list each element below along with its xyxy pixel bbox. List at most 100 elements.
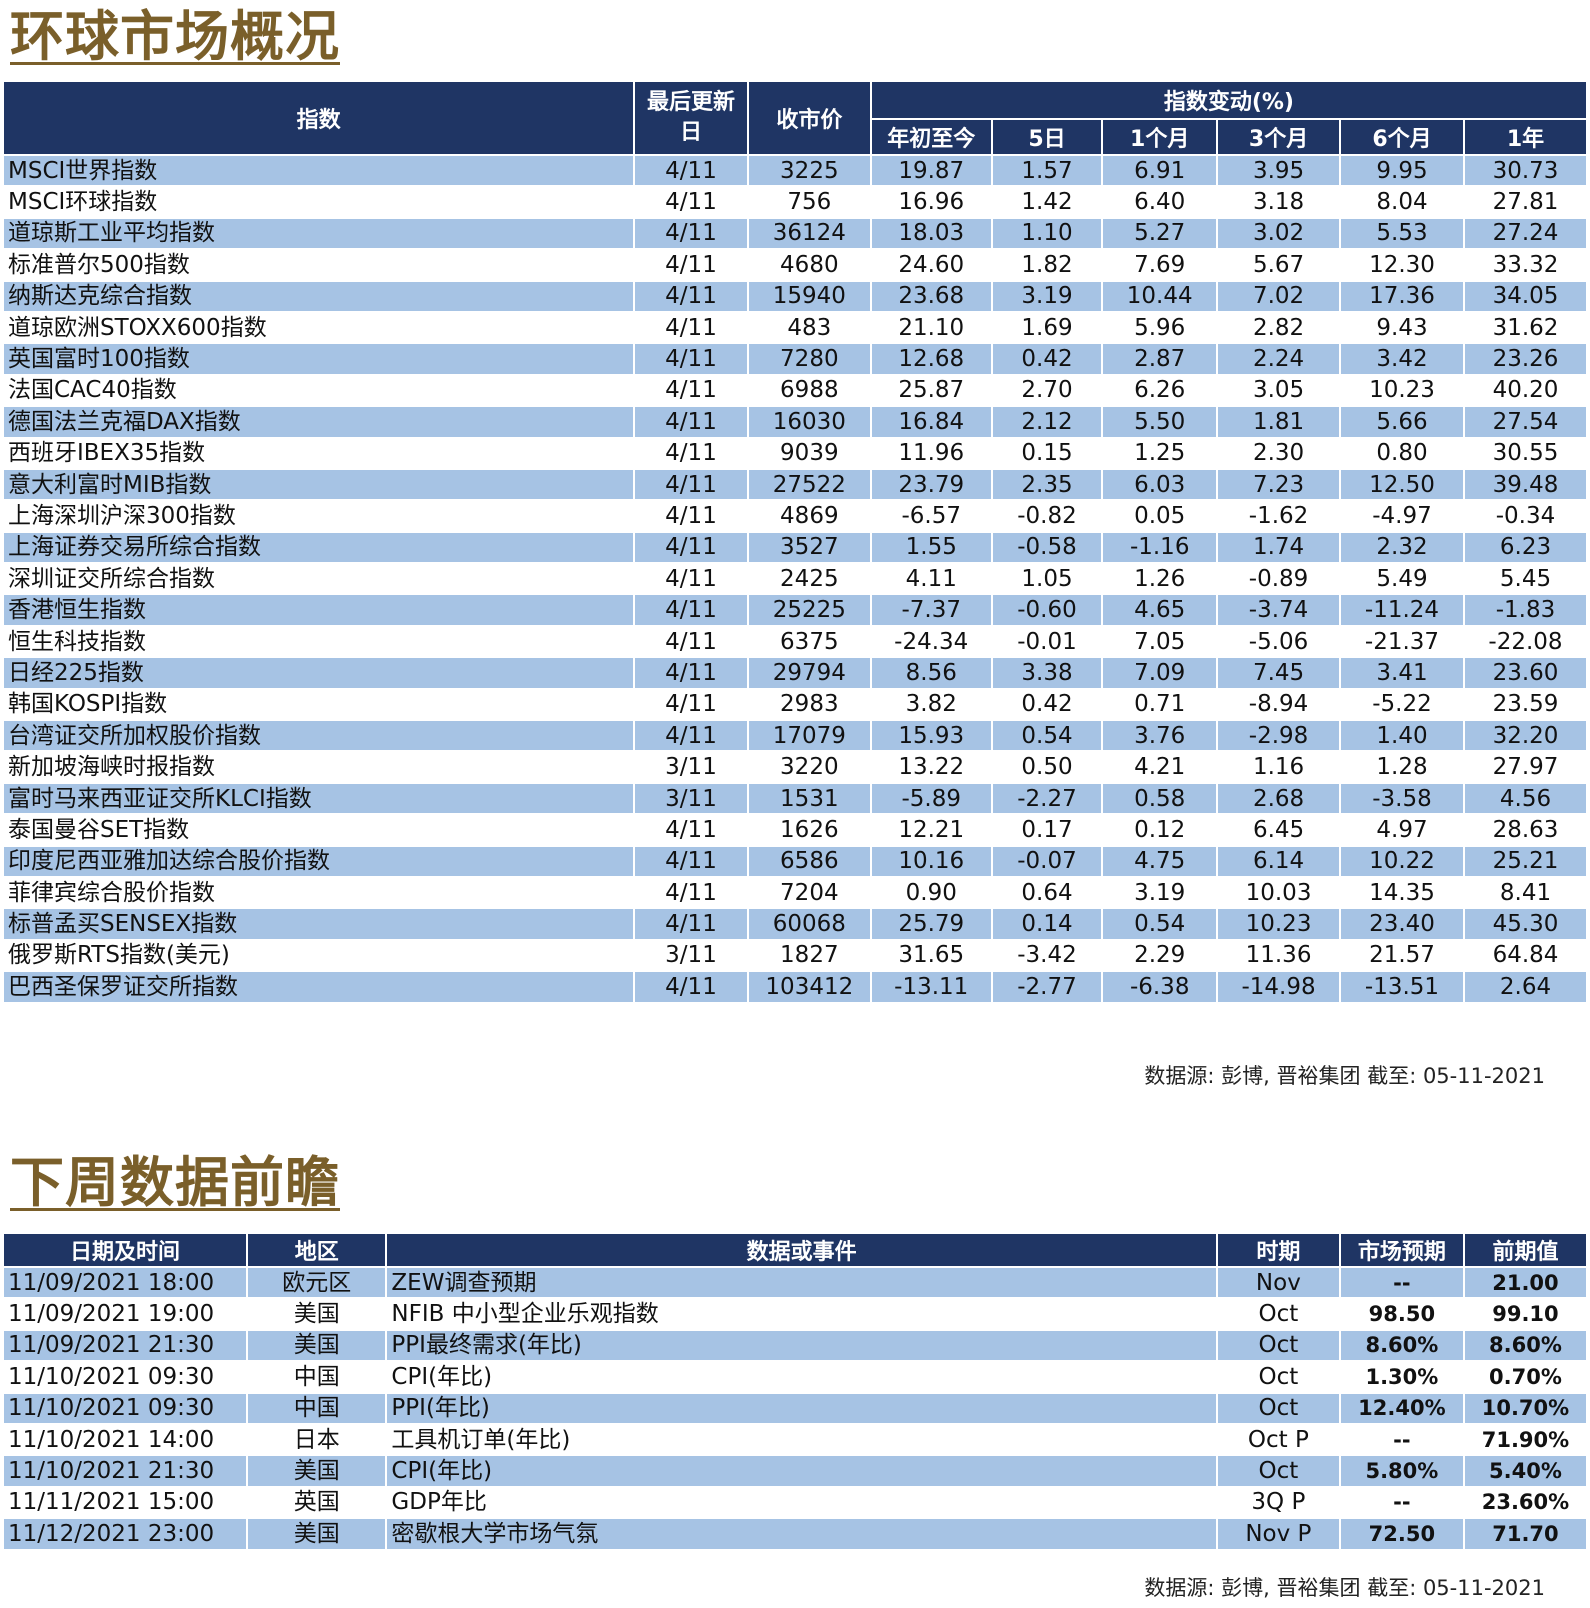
1y-cell: 25.21: [1462, 844, 1589, 878]
1y-cell: 27.81: [1462, 185, 1589, 219]
index-name-cell: 恒生科技指数: [1, 624, 636, 659]
event-cell: GDP年比: [385, 1485, 1218, 1520]
ytd-cell: 23.79: [869, 467, 993, 502]
6m-cell: 21.57: [1339, 938, 1465, 973]
6m-cell: 12.30: [1339, 248, 1465, 282]
1y-cell: 4.56: [1462, 781, 1589, 816]
close-cell: 15940: [746, 279, 872, 313]
3m-cell: 3.18: [1216, 185, 1342, 219]
index-name-cell: 法国CAC40指数: [1, 373, 636, 408]
1m-cell: 4.21: [1101, 750, 1219, 784]
datetime-cell: 11/09/2021 19:00: [2, 1297, 248, 1331]
3m-cell: 7.02: [1216, 279, 1342, 313]
ytd-cell: 4.11: [869, 562, 993, 596]
1m-cell: -1.16: [1101, 530, 1219, 565]
forecast-cell: --: [1338, 1485, 1465, 1520]
ytd-cell: 23.68: [869, 279, 993, 313]
ytd-cell: 31.65: [869, 938, 993, 973]
last-update-cell: 4/11: [633, 624, 749, 659]
ytd-cell: 11.96: [869, 436, 993, 470]
ytd-cell: 19.87: [869, 153, 993, 188]
6m-cell: -21.37: [1339, 624, 1465, 659]
index-name-cell: 上海深圳沪深300指数: [1, 499, 636, 533]
5d-cell: 0.17: [990, 813, 1104, 847]
1m-cell: 6.03: [1101, 467, 1219, 502]
table-row: 标准普尔500指数 4/11 4680 24.60 1.82 7.69 5.67 12.30 3…: [1, 248, 1589, 282]
5d-cell: 0.14: [990, 907, 1104, 941]
1y-cell: -1.83: [1462, 593, 1589, 627]
table-row: 11/09/2021 18:00 欧元区 ZEW调查预期 Nov -- 21.00: [2, 1265, 1589, 1300]
3m-cell: 1.16: [1216, 750, 1342, 784]
region-cell: 美国: [245, 1517, 388, 1551]
1y-cell: 27.54: [1462, 405, 1589, 439]
3m-cell: 10.03: [1216, 875, 1342, 910]
market-overview-title: 环球市场概况: [10, 5, 340, 68]
table-row: 11/10/2021 09:30 中国 PPI(年比) Oct 12.40% 10.70%: [2, 1391, 1589, 1425]
market-overview-table: 指数 最后更新日 收市价 指数变动(%) 年初至今 5日 1个月 3个月 6个月…: [1, 80, 1589, 1004]
ytd-cell: 0.90: [869, 875, 993, 910]
last-update-cell: 4/11: [633, 310, 749, 345]
5d-cell: -2.27: [990, 781, 1104, 816]
period-cell: Nov: [1215, 1265, 1341, 1300]
5d-cell: 3.19: [990, 279, 1104, 313]
previous-cell: 21.00: [1462, 1265, 1589, 1300]
table-row: 日经225指数 4/11 29794 8.56 3.38 7.09 7.45 3.41 23.6…: [1, 656, 1589, 690]
5d-cell: 1.42: [990, 185, 1104, 219]
3m-cell: 6.14: [1216, 844, 1342, 878]
1m-cell: 1.25: [1101, 436, 1219, 470]
table-row: 富时马来西亚证交所KLCI指数 3/11 1531 -5.89 -2.27 0.58 2.6…: [1, 781, 1589, 816]
table-row: 11/09/2021 19:00 美国 NFIB 中小型企业乐观指数 Oct 98.50…: [2, 1297, 1589, 1331]
1y-cell: 5.45: [1462, 562, 1589, 596]
event-cell: NFIB 中小型企业乐观指数: [385, 1297, 1218, 1331]
1m-cell: 0.71: [1101, 687, 1219, 722]
index-name-cell: 台湾证交所加权股价指数: [1, 719, 636, 753]
forecast-cell: 8.60%: [1338, 1328, 1465, 1363]
header-ytd: 年初至今: [869, 118, 993, 156]
next-week-title: 下周数据前瞻: [10, 1151, 340, 1214]
datetime-cell: 11/10/2021 21:30: [2, 1454, 248, 1488]
1y-cell: 27.24: [1462, 216, 1589, 251]
previous-cell: 23.60%: [1462, 1485, 1589, 1520]
header-1m: 1个月: [1101, 118, 1219, 156]
3m-cell: -3.74: [1216, 593, 1342, 627]
datetime-cell: 11/10/2021 14:00: [2, 1422, 248, 1457]
3m-cell: 1.74: [1216, 530, 1342, 565]
3m-cell: 7.23: [1216, 467, 1342, 502]
1m-cell: 2.29: [1101, 938, 1219, 973]
6m-cell: -4.97: [1339, 499, 1465, 533]
table-row: 香港恒生指数 4/11 25225 -7.37 -0.60 4.65 -3.74 -11.24…: [1, 593, 1589, 627]
close-cell: 6988: [746, 373, 872, 408]
1y-cell: 28.63: [1462, 813, 1589, 847]
event-cell: CPI(年比): [385, 1454, 1218, 1488]
period-cell: Oct P: [1215, 1422, 1341, 1457]
ytd-cell: 12.21: [869, 813, 993, 847]
close-cell: 756: [746, 185, 872, 219]
table-row: 11/10/2021 09:30 中国 CPI(年比) Oct 1.30% 0.70%: [2, 1360, 1589, 1394]
table-row: 英国富时100指数 4/11 7280 12.68 0.42 2.87 2.24 3.42 23…: [1, 342, 1589, 376]
6m-cell: 9.95: [1339, 153, 1465, 188]
calendar-table-body: 11/09/2021 18:00 欧元区 ZEW调查预期 Nov -- 21.00 11/0…: [2, 1265, 1589, 1551]
ytd-cell: 8.56: [869, 656, 993, 690]
6m-cell: 1.40: [1339, 719, 1465, 753]
5d-cell: 1.57: [990, 153, 1104, 188]
1m-cell: 0.58: [1101, 781, 1219, 816]
last-update-cell: 4/11: [633, 467, 749, 502]
1m-cell: 10.44: [1101, 279, 1219, 313]
index-name-cell: 道琼斯工业平均指数: [1, 216, 636, 251]
header-previous: 前期值: [1462, 1232, 1589, 1268]
close-cell: 9039: [746, 436, 872, 470]
datetime-cell: 11/10/2021 09:30: [2, 1360, 248, 1394]
table-row: 标普孟买SENSEX指数 4/11 60068 25.79 0.14 0.54 10.23 2…: [1, 907, 1589, 941]
6m-cell: 0.80: [1339, 436, 1465, 470]
6m-cell: 5.49: [1339, 562, 1465, 596]
last-update-cell: 3/11: [633, 938, 749, 973]
previous-cell: 5.40%: [1462, 1454, 1589, 1488]
1y-cell: -22.08: [1462, 624, 1589, 659]
ytd-cell: -13.11: [869, 970, 993, 1004]
1y-cell: 23.60: [1462, 656, 1589, 690]
1m-cell: 0.54: [1101, 907, 1219, 941]
ytd-cell: -24.34: [869, 624, 993, 659]
1m-cell: 0.12: [1101, 813, 1219, 847]
5d-cell: 1.10: [990, 216, 1104, 251]
5d-cell: 1.69: [990, 310, 1104, 345]
